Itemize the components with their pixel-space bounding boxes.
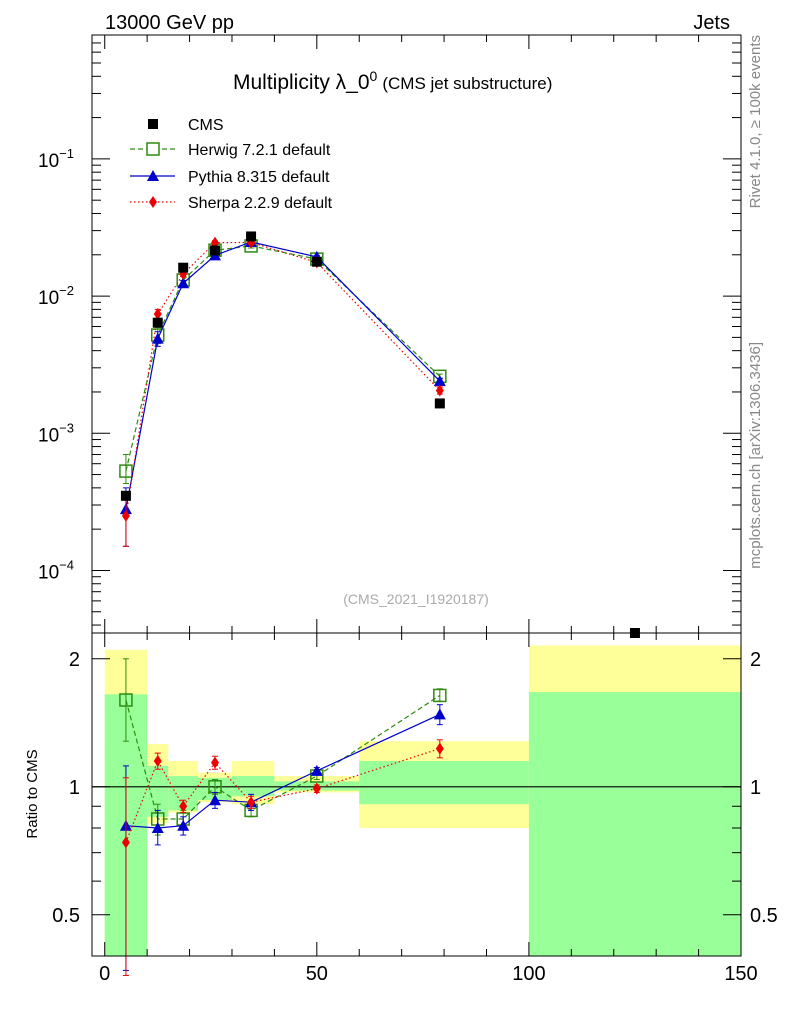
ratio-point-pythia-2 xyxy=(177,819,190,831)
ratio-point-pythia-5 xyxy=(310,764,323,776)
legend-entry-sherpa: Sherpa 2.2.9 default xyxy=(130,195,333,212)
ratio-y-tick-label-left-2: 2 xyxy=(69,649,80,671)
ratio-band-green-7 xyxy=(528,692,741,956)
chart-title-suffix: (CMS jet substructure) xyxy=(382,74,552,93)
analysis-id: (CMS_2021_I1920187) xyxy=(343,591,489,607)
main-point-cms-3 xyxy=(210,245,221,256)
main-point-cms-4 xyxy=(246,231,257,242)
main-point-sherpa-6 xyxy=(435,384,444,397)
legend-entry-herwig: Herwig 7.2.1 default xyxy=(130,142,331,159)
main-point-herwig-0 xyxy=(119,464,133,478)
ratio-plot-content xyxy=(92,645,741,976)
ratio-point-sherpa-0 xyxy=(121,836,130,849)
chart-title-main: Multiplicity λ_0 xyxy=(233,71,370,94)
header-right: Jets xyxy=(693,12,730,34)
main-y-tick-exp-2: −2 xyxy=(59,283,74,298)
main-line-sherpa xyxy=(125,241,441,516)
legend-label-herwig: Herwig 7.2.1 default xyxy=(188,142,331,159)
main-y-tick-label-0: 10−4 xyxy=(38,557,74,583)
legend-marker-pythia xyxy=(147,170,159,181)
main-y-tick-base-2: 10 xyxy=(38,288,59,309)
ratio-y-axis-label: Ratio to CMS xyxy=(24,749,41,838)
ratio-point-pythia-1 xyxy=(151,822,164,834)
main-point-pythia-6 xyxy=(433,375,446,387)
legend-entry-pythia: Pythia 8.315 default xyxy=(130,169,330,186)
legend-entry-cms: CMS xyxy=(148,117,224,134)
ratio-axis-ticks xyxy=(92,633,742,957)
ratio-y-tick-label-right-0: 0.5 xyxy=(750,905,778,927)
ratio-point-sherpa-2 xyxy=(179,800,188,813)
ratio-point-herwig-6 xyxy=(433,688,447,703)
main-point-sherpa-0 xyxy=(121,509,130,522)
ratio-y-tick-label-right-1: 1 xyxy=(750,777,761,799)
main-y-tick-base-3: 10 xyxy=(38,151,59,172)
ratio-point-herwig-0 xyxy=(119,693,133,707)
ratio-panel: 0.5 0.5 1 1 2 2 0 50 100 150 Ratio to CMS xyxy=(24,632,778,985)
ratio-frame xyxy=(91,632,742,957)
main-y-tick-exp-3: −1 xyxy=(59,146,74,161)
x-tick-label-0: 0 xyxy=(99,963,110,985)
x-tick-labels: 0 50 100 150 xyxy=(99,963,758,985)
ratio-band-green-4 xyxy=(231,776,275,797)
x-tick-label-2: 100 xyxy=(512,963,545,985)
ratio-y-tick-labels: 0.5 0.5 1 1 2 2 xyxy=(52,649,778,927)
x-tick-label-3: 150 xyxy=(724,963,757,985)
main-point-cms-6 xyxy=(434,398,445,409)
ratio-point-sherpa-6 xyxy=(435,742,444,755)
legend-label-sherpa: Sherpa 2.2.9 default xyxy=(188,195,333,212)
ratio-band-green-6 xyxy=(359,760,529,805)
legend-marker-herwig xyxy=(146,142,160,156)
legend-marker-sherpa xyxy=(149,196,157,208)
main-y-tick-labels: 10−410−310−210−1 xyxy=(38,146,74,584)
ratio-band-green-1 xyxy=(147,765,169,817)
main-point-cms-1 xyxy=(152,317,163,328)
main-y-tick-label-3: 10−1 xyxy=(38,146,74,172)
x-tick-label-1: 50 xyxy=(306,963,328,985)
main-panel: 10−410−310−210−1 Multiplicity λ_00 (CMS j… xyxy=(38,34,742,638)
legend-label-pythia: Pythia 8.315 default xyxy=(188,169,330,186)
main-y-tick-exp-0: −4 xyxy=(59,557,74,572)
chart-title: Multiplicity λ_00 (CMS jet substructure) xyxy=(233,68,552,94)
ratio-point-sherpa-5 xyxy=(312,782,321,795)
main-point-cms-2 xyxy=(178,262,189,273)
main-plot-content xyxy=(119,231,640,638)
main-line-herwig xyxy=(125,245,441,472)
side-text-upper: Rivet 4.1.0, ≥ 100k events xyxy=(747,35,764,208)
main-axis-ticks xyxy=(92,34,742,633)
side-text-lower: mcplots.cern.ch [arXiv:1306.3436] xyxy=(747,342,764,569)
main-point-cms-0 xyxy=(120,490,131,501)
main-point-sherpa-1 xyxy=(153,308,162,321)
chart-title-sup: 0 xyxy=(370,68,378,84)
ratio-point-pythia-3 xyxy=(209,794,222,806)
main-y-tick-base-0: 10 xyxy=(38,562,59,583)
main-point-cms-5 xyxy=(311,256,322,267)
main-point-pythia-2 xyxy=(177,277,190,289)
ratio-point-sherpa-3 xyxy=(211,756,220,769)
main-y-tick-label-2: 10−2 xyxy=(38,283,74,309)
ratio-point-sherpa-4 xyxy=(247,796,256,809)
ratio-y-tick-label-left-0: 0.5 xyxy=(52,905,80,927)
ratio-y-tick-label-left-1: 1 xyxy=(69,777,80,799)
main-y-tick-label-1: 10−3 xyxy=(38,420,74,446)
legend-marker-cms xyxy=(148,119,158,129)
main-y-tick-base-1: 10 xyxy=(38,425,59,446)
ratio-point-sherpa-1 xyxy=(153,754,162,767)
main-line-pythia xyxy=(125,241,441,510)
main-y-tick-exp-1: −3 xyxy=(59,420,74,435)
ratio-point-pythia-6 xyxy=(433,708,446,720)
main-point-pythia-1 xyxy=(151,332,164,344)
header-left: 13000 GeV pp xyxy=(105,12,234,34)
legend: CMS Herwig 7.2.1 default Pythia 8.315 de… xyxy=(130,117,333,212)
legend-label-cms: CMS xyxy=(188,117,224,134)
ratio-y-tick-label-right-2: 2 xyxy=(750,649,761,671)
